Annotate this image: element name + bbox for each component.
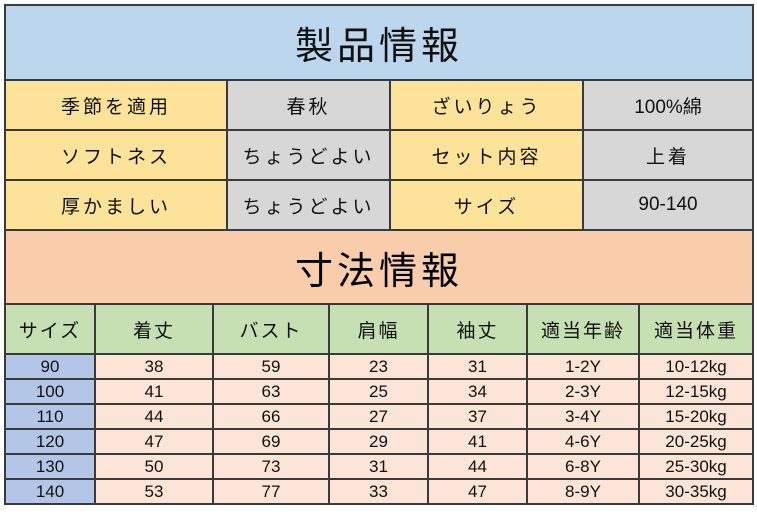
cell-weight: 20-25kg [637,428,755,455]
cell-weight: 15-20kg [637,403,755,430]
table-row: 140 53 77 33 47 8-9Y 30-35kg [4,478,755,505]
cell-length: 50 [94,453,214,480]
cell-sleeve: 44 [427,453,528,480]
cell-sleeve: 34 [427,378,528,405]
table-row: 110 44 66 27 37 3-4Y 15-20kg [4,403,755,430]
info-row: 季節を適用 春秋 ざいりょう 100%綿 [4,79,755,131]
value-softness: ちょうどよい [226,129,391,181]
cell-shoulder: 31 [328,453,429,480]
size-info-table: 寸法情報 サイズ 着丈 バスト 肩幅 袖丈 適当年齢 適当体重 90 38 59 23… [3,229,755,505]
product-info-title: 製品情報 [3,4,755,81]
cell-shoulder: 25 [328,378,429,405]
cell-length: 53 [94,478,214,505]
cell-length: 44 [94,403,214,430]
table-row: 90 38 59 23 31 1-2Y 10-12kg [4,353,755,380]
size-header-row: サイズ 着丈 バスト 肩幅 袖丈 適当年齢 適当体重 [4,303,755,355]
cell-bust: 66 [212,403,330,430]
label-season: 季節を適用 [4,79,228,131]
header-bust: バスト [212,303,330,355]
cell-age: 1-2Y [526,353,640,380]
cell-length: 38 [94,353,214,380]
value-size-range: 90-140 [581,179,755,231]
label-size: サイズ [389,179,584,231]
cell-shoulder: 23 [328,353,429,380]
value-set-contents: 上着 [581,129,755,181]
cell-bust: 73 [212,453,330,480]
value-season: 春秋 [226,79,391,131]
label-softness: ソフトネス [4,129,228,181]
label-set-contents: セット内容 [389,129,584,181]
cell-weight: 12-15kg [637,378,755,405]
cell-size: 120 [4,428,96,455]
cell-size: 130 [4,453,96,480]
cell-size: 140 [4,478,96,505]
cell-age: 4-6Y [526,428,640,455]
cell-sleeve: 31 [427,353,528,380]
cell-weight: 30-35kg [637,478,755,505]
product-info-table: 製品情報 季節を適用 春秋 ざいりょう 100%綿 ソフトネス ちょうどよい セ… [3,4,755,231]
cell-age: 2-3Y [526,378,640,405]
cell-weight: 25-30kg [637,453,755,480]
header-weight: 適当体重 [637,303,755,355]
cell-size: 90 [4,353,96,380]
spec-sheet: 製品情報 季節を適用 春秋 ざいりょう 100%綿 ソフトネス ちょうどよい セ… [3,4,755,505]
cell-shoulder: 29 [328,428,429,455]
header-sleeve: 袖丈 [427,303,528,355]
header-size: サイズ [4,303,96,355]
info-row: 厚かましい ちょうどよい サイズ 90-140 [4,179,755,231]
size-rows: 90 38 59 23 31 1-2Y 10-12kg 100 41 63 25 34 2-3Y 12-1… [4,353,755,505]
cell-sleeve: 41 [427,428,528,455]
cell-size: 100 [4,378,96,405]
cell-size: 110 [4,403,96,430]
table-row: 120 47 69 29 41 4-6Y 20-25kg [4,428,755,455]
cell-bust: 69 [212,428,330,455]
cell-bust: 59 [212,353,330,380]
header-age: 適当年齢 [526,303,640,355]
cell-age: 6-8Y [526,453,640,480]
value-thickness: ちょうどよい [226,179,391,231]
label-thickness: 厚かましい [4,179,228,231]
header-length: 着丈 [94,303,214,355]
cell-age: 3-4Y [526,403,640,430]
cell-length: 47 [94,428,214,455]
value-material: 100%綿 [581,79,755,131]
label-material: ざいりょう [389,79,584,131]
cell-sleeve: 37 [427,403,528,430]
info-row: ソフトネス ちょうどよい セット内容 上着 [4,129,755,181]
cell-shoulder: 27 [328,403,429,430]
cell-age: 8-9Y [526,478,640,505]
cell-weight: 10-12kg [637,353,755,380]
cell-length: 41 [94,378,214,405]
table-row: 100 41 63 25 34 2-3Y 12-15kg [4,378,755,405]
table-row: 130 50 73 31 44 6-8Y 25-30kg [4,453,755,480]
cell-bust: 63 [212,378,330,405]
size-info-title: 寸法情報 [3,229,755,305]
cell-bust: 77 [212,478,330,505]
header-shoulder: 肩幅 [328,303,429,355]
cell-shoulder: 33 [328,478,429,505]
cell-sleeve: 47 [427,478,528,505]
